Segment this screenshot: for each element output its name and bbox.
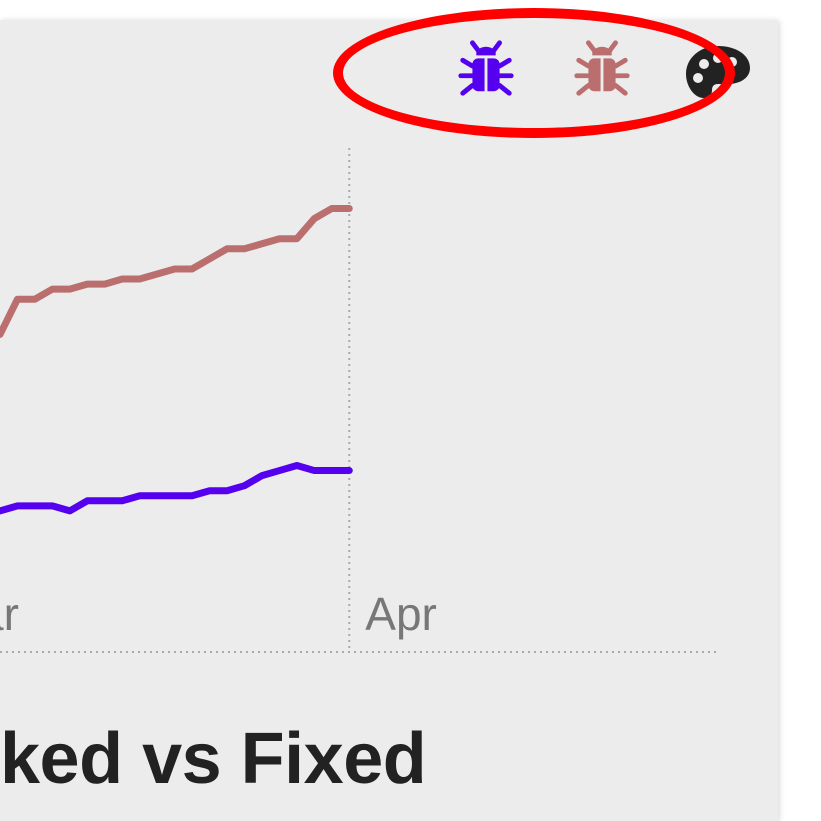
palette-icon[interactable] [682,40,754,112]
x-tick-label: Apr [365,588,437,640]
series-line-1 [0,462,353,515]
series-lines [0,204,353,515]
series-line-0 [0,204,353,338]
x-tick-labels: ar Apr [0,588,437,640]
bug-icon[interactable] [450,32,522,104]
chart-title: ked vs Fixed [0,719,427,799]
chart-card [0,20,778,821]
x-tick-label: ar [0,588,19,640]
bug-icon[interactable] [566,32,638,104]
grid-lines [0,148,716,653]
